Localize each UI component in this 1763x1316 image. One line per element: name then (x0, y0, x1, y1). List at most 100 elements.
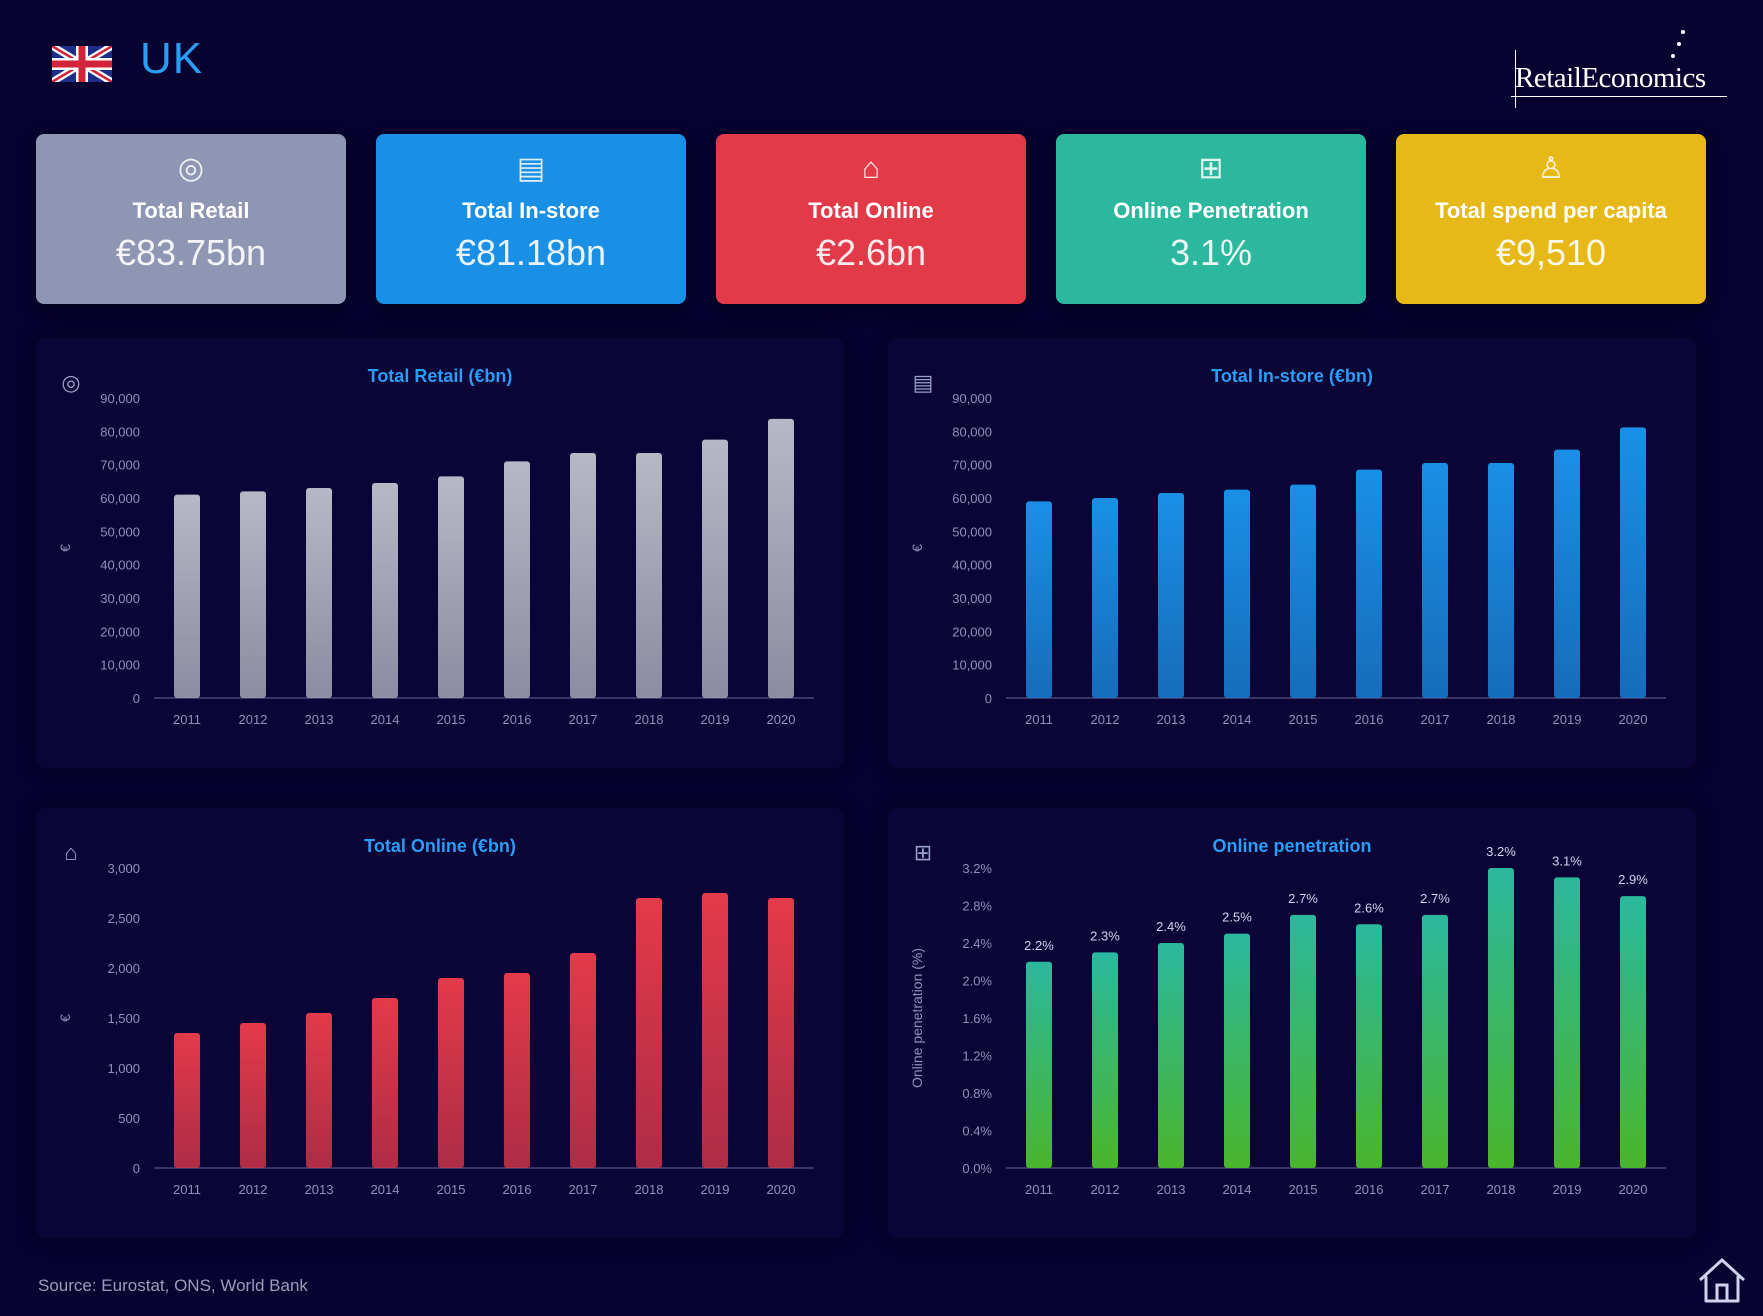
data-label: 2.7% (1288, 891, 1318, 906)
chart-total-online: Total Online (€bn) €0 500 1,000 1,500 2,000 2,… (57, 836, 814, 1197)
y-tick-label: 0 (133, 691, 140, 706)
y-tick-label: 1,000 (107, 1061, 140, 1076)
data-label: 3.2% (1486, 844, 1516, 859)
y-axis-label: Online penetration (%) (909, 948, 925, 1088)
x-tick-label: 2012 (1091, 712, 1120, 727)
y-tick-label: 0.4% (962, 1124, 992, 1139)
source-note: Source: Eurostat, ONS, World Bank (38, 1276, 308, 1295)
person-icon: ♙ (1537, 152, 1565, 185)
bar-2014 (372, 483, 398, 698)
x-tick-label: 2013 (305, 1182, 334, 1197)
y-tick-label: 0.0% (962, 1161, 992, 1176)
y-tick-label: 30,000 (952, 591, 992, 606)
bar-2013 (1158, 943, 1184, 1168)
y-tick-label: 1.6% (962, 1011, 992, 1026)
retail-economics-logo: RetailEconomics (1501, 26, 1731, 110)
y-tick-label: 2.8% (962, 899, 992, 914)
x-tick-label: 2013 (1157, 712, 1186, 727)
kpi-online-penetration: ⊞ Online Penetration 3.1% (1056, 134, 1366, 304)
chart-panel-total-online: ⌂ Total Online (€bn) €0 500 1,000 1,500 2,000… (36, 808, 844, 1238)
kpi-label: Total Retail (132, 198, 250, 223)
store-icon: ▤ (912, 370, 934, 395)
x-tick-label: 2012 (239, 712, 268, 727)
y-tick-label: 80,000 (952, 424, 992, 439)
bar-2020 (1620, 896, 1646, 1168)
y-tick-label: 70,000 (952, 458, 992, 473)
x-tick-label: 2017 (1421, 712, 1450, 727)
y-tick-label: 0.8% (962, 1086, 992, 1101)
kpi-label: Online Penetration (1113, 198, 1309, 223)
bar-2011 (174, 494, 200, 698)
y-tick-label: 70,000 (100, 458, 140, 473)
bar-2019 (702, 893, 728, 1168)
y-tick-label: 0 (985, 691, 992, 706)
y-tick-label: 80,000 (100, 424, 140, 439)
bar-2011 (1026, 961, 1052, 1168)
data-label: 2.3% (1090, 928, 1120, 943)
bar-2014 (372, 998, 398, 1168)
y-tick-label: 40,000 (100, 558, 140, 573)
y-tick-label: 50,000 (100, 524, 140, 539)
y-tick-label: 30,000 (100, 591, 140, 606)
bar-2016 (504, 973, 530, 1168)
bar-2019 (702, 439, 728, 698)
bar-2012 (240, 491, 266, 698)
y-axis-label: € (909, 544, 925, 552)
x-tick-label: 2014 (1223, 712, 1252, 727)
data-label: 2.9% (1618, 872, 1648, 887)
bar-2015 (438, 978, 464, 1168)
bar-2017 (570, 953, 596, 1168)
laptop-icon: ⌂ (861, 152, 881, 185)
x-tick-label: 2011 (173, 712, 201, 727)
y-tick-label: 60,000 (952, 491, 992, 506)
y-axis-label: € (57, 1014, 73, 1022)
y-tick-label: 2,500 (107, 911, 140, 926)
bar-2012 (1092, 498, 1118, 698)
bar-2013 (306, 488, 332, 698)
chart-online-penetration: Online penetration Online penetration (%)… (909, 836, 1666, 1197)
bar-2018 (636, 898, 662, 1168)
bar-2015 (438, 476, 464, 698)
kpi-total-online: ⌂ Total Online €2.6bn (716, 134, 1026, 304)
y-tick-label: 3,000 (107, 861, 140, 876)
bar-2018 (1488, 868, 1514, 1168)
data-label: 2.6% (1354, 900, 1384, 915)
data-label: 2.5% (1222, 910, 1252, 925)
bar-2011 (174, 1033, 200, 1168)
home-icon[interactable] (1696, 1256, 1748, 1304)
x-tick-label: 2019 (1553, 712, 1582, 727)
x-tick-label: 2015 (437, 712, 466, 727)
kpi-row: ◎ Total Retail €83.75bn ▤ Total In-store… (36, 134, 1706, 304)
bar-2019 (1554, 449, 1580, 698)
x-tick-label: 2016 (1355, 712, 1384, 727)
chart-icon: ◎ (177, 152, 205, 185)
y-tick-label: 10,000 (952, 658, 992, 673)
kpi-value: €81.18bn (455, 232, 607, 273)
data-label: 2.4% (1156, 919, 1186, 934)
x-tick-label: 2017 (569, 1182, 598, 1197)
uk-flag-icon (52, 46, 112, 82)
y-tick-label: 1,500 (107, 1011, 140, 1026)
x-tick-label: 2015 (437, 1182, 466, 1197)
bar-2016 (1356, 469, 1382, 698)
x-tick-label: 2016 (503, 1182, 532, 1197)
data-label: 2.7% (1420, 891, 1450, 906)
x-tick-label: 2012 (1091, 1182, 1120, 1197)
bar-2014 (1224, 933, 1250, 1168)
chart-title: Total Retail (€bn) (368, 366, 513, 386)
x-tick-label: 2019 (701, 712, 730, 727)
x-tick-label: 2011 (1025, 1182, 1053, 1197)
x-tick-label: 2013 (305, 712, 334, 727)
bar-2012 (240, 1023, 266, 1168)
x-tick-label: 2017 (1421, 1182, 1450, 1197)
bar-2016 (504, 461, 530, 698)
y-tick-label: 2.0% (962, 974, 992, 989)
y-tick-label: 2,000 (107, 961, 140, 976)
bar-2014 (1224, 489, 1250, 698)
x-tick-label: 2018 (1487, 712, 1516, 727)
kpi-label: Total In-store (462, 198, 600, 223)
header: UK RetailEconomics (0, 0, 1763, 120)
bar-2015 (1290, 484, 1316, 698)
x-tick-label: 2014 (371, 1182, 400, 1197)
kpi-label: Total Online (808, 198, 934, 223)
